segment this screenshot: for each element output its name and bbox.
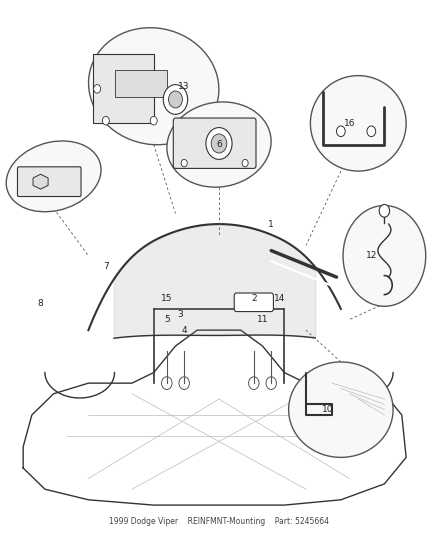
Circle shape <box>367 126 376 136</box>
Text: 4: 4 <box>181 326 187 335</box>
Circle shape <box>379 205 390 217</box>
Ellipse shape <box>88 28 219 145</box>
Text: 16: 16 <box>344 119 355 128</box>
Text: 3: 3 <box>177 310 183 319</box>
FancyBboxPatch shape <box>18 167 81 197</box>
Ellipse shape <box>6 141 101 212</box>
Ellipse shape <box>167 102 271 187</box>
Circle shape <box>336 126 345 136</box>
Text: 6: 6 <box>216 140 222 149</box>
Text: 7: 7 <box>103 262 109 271</box>
FancyBboxPatch shape <box>234 293 273 312</box>
Polygon shape <box>33 174 48 189</box>
Text: 12: 12 <box>366 252 377 261</box>
Text: 10: 10 <box>322 405 334 414</box>
Circle shape <box>211 134 227 153</box>
Circle shape <box>206 127 232 159</box>
Text: 8: 8 <box>38 299 43 308</box>
Text: 2: 2 <box>251 294 257 303</box>
Text: 11: 11 <box>257 315 268 324</box>
Text: 13: 13 <box>178 82 190 91</box>
FancyBboxPatch shape <box>173 118 256 168</box>
Text: 14: 14 <box>274 294 286 303</box>
Circle shape <box>102 116 110 125</box>
Bar <box>115 70 167 97</box>
Text: 15: 15 <box>161 294 173 303</box>
Circle shape <box>169 91 183 108</box>
Circle shape <box>150 116 157 125</box>
Bar <box>93 54 154 123</box>
Circle shape <box>163 85 187 114</box>
Ellipse shape <box>311 76 406 171</box>
Text: 1: 1 <box>268 220 274 229</box>
Circle shape <box>242 159 248 167</box>
Text: 5: 5 <box>164 315 170 324</box>
Circle shape <box>94 85 101 93</box>
Ellipse shape <box>343 206 426 306</box>
Text: 1999 Dodge Viper    REINFMNT-Mounting    Part: 5245664: 1999 Dodge Viper REINFMNT-Mounting Part:… <box>109 518 329 526</box>
Ellipse shape <box>289 362 393 457</box>
Circle shape <box>181 159 187 167</box>
